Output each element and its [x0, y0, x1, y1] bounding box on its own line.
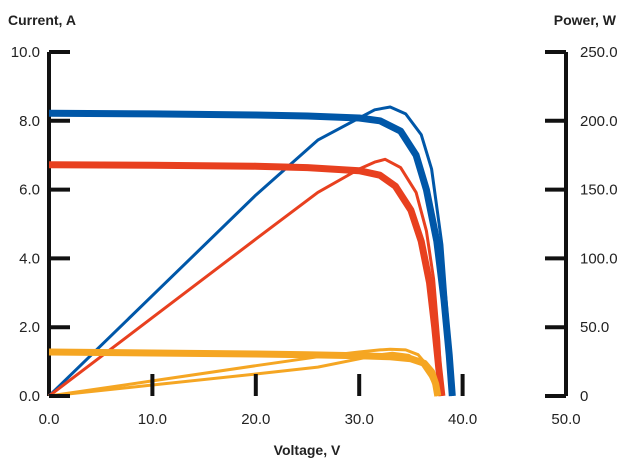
- y-left-tick-label: 0.0: [19, 388, 40, 405]
- series-power-line-6: [48, 351, 440, 398]
- x-tick-label: 50.0: [551, 411, 580, 428]
- x-axis-title: Voltage, V: [274, 442, 341, 458]
- y-left-tick-label: 8.0: [19, 113, 40, 130]
- y-left-tick-label: 10.0: [11, 44, 40, 61]
- series-current-line-0: [48, 109, 456, 397]
- y-right-tick-label: 100.0: [580, 250, 618, 267]
- x-tick-label: 0.0: [39, 411, 60, 428]
- y-right-tick-label: 0: [580, 388, 588, 405]
- y-right-axis-title: Power, W: [554, 12, 617, 28]
- y-right-tick-label: 250.0: [580, 44, 618, 61]
- x-tick-label: 40.0: [448, 411, 477, 428]
- y-left-tick-label: 2.0: [19, 319, 40, 336]
- x-tick-label: 20.0: [241, 411, 270, 428]
- tick-labels: 0.0 10.0 20.0 30.0 40.0 50.0 0.0 2.0 4.0 6.0 8.0 10…: [11, 44, 618, 428]
- y-left-tick-label: 4.0: [19, 250, 40, 267]
- y-right-tick-label: 50.0: [580, 319, 609, 336]
- x-tick-label: 10.0: [138, 411, 167, 428]
- y-right-tick-label: 200.0: [580, 113, 618, 130]
- plot-area: [47, 105, 456, 398]
- tick-marks: [49, 50, 566, 398]
- series-current-line-2: [48, 161, 446, 397]
- y-right-tick-label: 150.0: [580, 182, 618, 199]
- y-left-axis-title: Current, A: [8, 12, 76, 28]
- series-power-line-5: [48, 347, 440, 398]
- series-power-line-3: [48, 157, 444, 398]
- chart-axes: [47, 52, 568, 396]
- y-left-tick-label: 6.0: [19, 182, 40, 199]
- x-tick-label: 30.0: [345, 411, 374, 428]
- series-power-line-1: [47, 105, 454, 398]
